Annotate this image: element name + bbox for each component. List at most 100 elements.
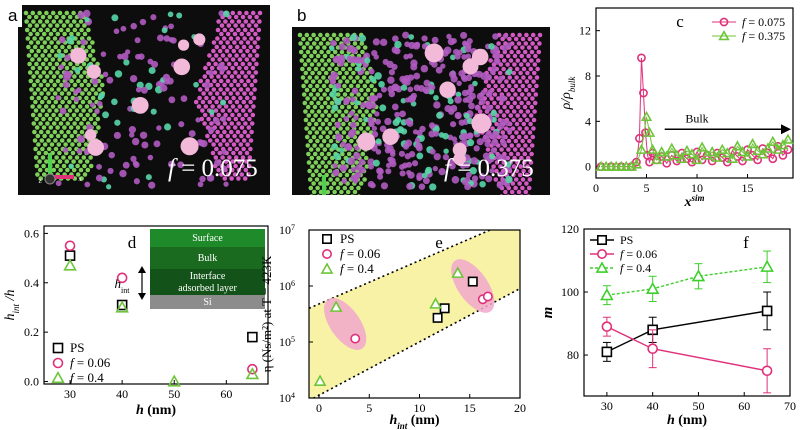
wall-atom xyxy=(248,91,254,96)
wall-atom xyxy=(327,168,333,174)
wall-atom xyxy=(250,10,256,16)
wall-atom xyxy=(82,78,88,84)
polymer-bead xyxy=(394,111,400,118)
wall-atom xyxy=(62,31,67,37)
polymer-bead xyxy=(349,33,357,41)
wall-atom xyxy=(40,53,45,58)
bulk-annotation: Bulk xyxy=(685,111,708,125)
wall-atom xyxy=(85,112,90,118)
wall-atom xyxy=(231,150,236,156)
wall-atom xyxy=(362,177,367,182)
data-point xyxy=(692,147,702,157)
wall-atom xyxy=(520,130,526,135)
polymer-bead xyxy=(449,162,456,170)
wall-atom xyxy=(64,65,70,71)
polymer-bead xyxy=(450,54,456,61)
wall-atom xyxy=(304,87,310,93)
polymer-bead xyxy=(108,151,115,159)
wall-atom xyxy=(358,117,363,123)
wall-atom xyxy=(215,129,220,135)
y-tick-label: 100 xyxy=(561,285,579,299)
polymer-bead xyxy=(368,120,375,128)
wall-atom xyxy=(81,116,87,122)
panel-letter-a: a xyxy=(3,5,23,27)
polymer-bead xyxy=(460,31,468,39)
wall-atom xyxy=(59,138,65,143)
wall-atom xyxy=(527,83,532,89)
wall-atom xyxy=(509,104,514,110)
polymer-bead xyxy=(479,180,486,188)
wall-atom xyxy=(367,113,373,118)
y-tick-label: 0.0 xyxy=(24,375,39,389)
polymer-bead xyxy=(160,84,168,92)
wall-atom xyxy=(41,31,47,37)
wall-atom xyxy=(230,10,236,16)
wall-atom xyxy=(534,36,539,42)
polymer-bead xyxy=(470,157,479,165)
wall-atom xyxy=(516,143,521,148)
wall-atom xyxy=(233,163,238,169)
polymer-bead xyxy=(389,148,396,155)
simulation-image-b: zx f = 0.375 xyxy=(292,27,550,195)
wall-atom xyxy=(236,121,241,126)
wall-atom xyxy=(330,117,336,123)
polymer-bead xyxy=(94,108,100,115)
wall-atom xyxy=(237,104,243,109)
data-point xyxy=(736,145,749,157)
data-point xyxy=(482,291,493,302)
polymer-bead xyxy=(498,171,505,178)
wall-atom xyxy=(226,70,231,75)
wall-atom xyxy=(234,53,239,58)
wall-atom xyxy=(348,75,353,80)
data-point xyxy=(772,143,784,154)
polymer-bead xyxy=(433,153,441,161)
wall-atom xyxy=(326,49,331,55)
wall-atom xyxy=(88,163,94,169)
wall-atom xyxy=(40,146,45,152)
wall-atom xyxy=(234,146,240,152)
wall-atom xyxy=(67,108,73,113)
wall-atom xyxy=(360,113,366,118)
wall-atom xyxy=(533,53,538,59)
wall-atom xyxy=(355,130,360,135)
wall-atom xyxy=(65,121,71,126)
wall-atom xyxy=(197,95,202,101)
wall-atom xyxy=(72,121,77,126)
wall-atom xyxy=(317,79,323,84)
data-point xyxy=(711,151,723,162)
wall-atom xyxy=(322,92,327,97)
wall-atom xyxy=(210,57,216,62)
wall-atom xyxy=(325,41,331,46)
polymer-bead xyxy=(355,164,362,171)
polymer-bead xyxy=(473,145,480,152)
wall-atom xyxy=(233,14,239,20)
wall-atom xyxy=(220,53,226,58)
wall-atom xyxy=(514,168,520,174)
f-label-a: f = 0.075 xyxy=(168,155,258,182)
wall-atom xyxy=(241,99,247,105)
legend-marker xyxy=(718,30,730,41)
data-point xyxy=(666,142,678,153)
nanoparticle xyxy=(424,43,444,63)
polymer-bead xyxy=(73,96,80,103)
polymer-bead xyxy=(491,138,499,147)
wall-atom xyxy=(92,112,97,118)
data-point xyxy=(691,153,703,165)
data-point xyxy=(733,152,742,161)
wall-atom xyxy=(314,168,319,174)
wall-atom xyxy=(233,116,239,122)
polymer-bead xyxy=(106,184,112,190)
wall-atom xyxy=(82,31,88,37)
wall-atom xyxy=(46,91,51,96)
wall-atom xyxy=(35,31,40,37)
polymer-bead xyxy=(128,126,137,134)
wall-atom xyxy=(251,104,256,109)
wall-atom xyxy=(303,117,309,123)
nanoparticle xyxy=(86,64,101,79)
wall-atom xyxy=(193,99,199,105)
polymer-bead xyxy=(456,80,462,87)
wall-atom xyxy=(319,143,324,148)
wall-atom xyxy=(311,32,316,38)
polymer-bead xyxy=(435,66,443,74)
